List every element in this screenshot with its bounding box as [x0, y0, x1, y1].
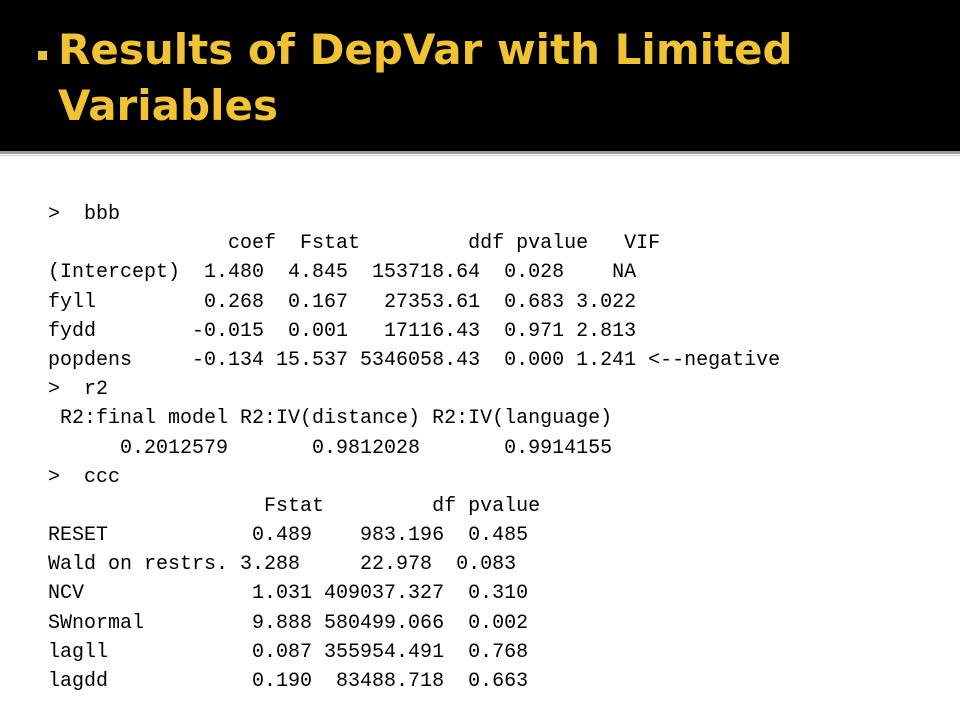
console-command-r2: > r2 [48, 378, 109, 402]
slide-title: Results of DepVar with Limited Variables [58, 25, 793, 130]
bbb-row-fyll: fyll 0.268 0.167 27353.61 0.683 3.022 [48, 290, 637, 314]
ccc-row-lagdd: lagdd 0.190 83488.718 0.663 [48, 670, 529, 693]
ccc-row-wald: Wald on restrs. 3.288 22.978 0.083 [48, 553, 517, 577]
ccc-row-ncv: NCV 1.031 409037.327 0.310 [48, 582, 529, 606]
bbb-header: coef Fstat ddf pvalue VIF [48, 232, 661, 256]
title-divider-thin [0, 155, 960, 156]
bbb-row-intercept: (Intercept) 1.480 4.845 153718.64 0.028 … [48, 261, 637, 285]
bbb-row-fydd: fydd -0.015 0.001 17116.43 0.971 2.813 [48, 319, 637, 343]
ccc-header: Fstat df pvalue [48, 494, 541, 518]
ccc-row-lagll: lagll 0.087 355954.491 0.768 [48, 640, 529, 664]
r-console-output: > bbb coef Fstat ddf pvalue VIF (Intercep… [48, 200, 780, 696]
bbb-row-popdens: popdens -0.134 15.537 5346058.43 0.000 1… [48, 348, 781, 372]
title-bar: Results of DepVar with Limited Variables [0, 0, 960, 151]
r2-values: 0.2012579 0.9812028 0.9914155 [48, 436, 613, 460]
console-command-bbb: > bbb [48, 203, 121, 226]
ccc-row-reset: RESET 0.489 983.196 0.485 [48, 524, 529, 548]
title-bullet [38, 51, 47, 60]
console-command-ccc: > ccc [48, 465, 121, 489]
ccc-row-swnormal: SWnormal 9.888 580499.066 0.002 [48, 611, 529, 635]
title-divider [0, 151, 960, 154]
r2-header: R2:final model R2:IV(distance) R2:IV(lan… [48, 407, 613, 431]
